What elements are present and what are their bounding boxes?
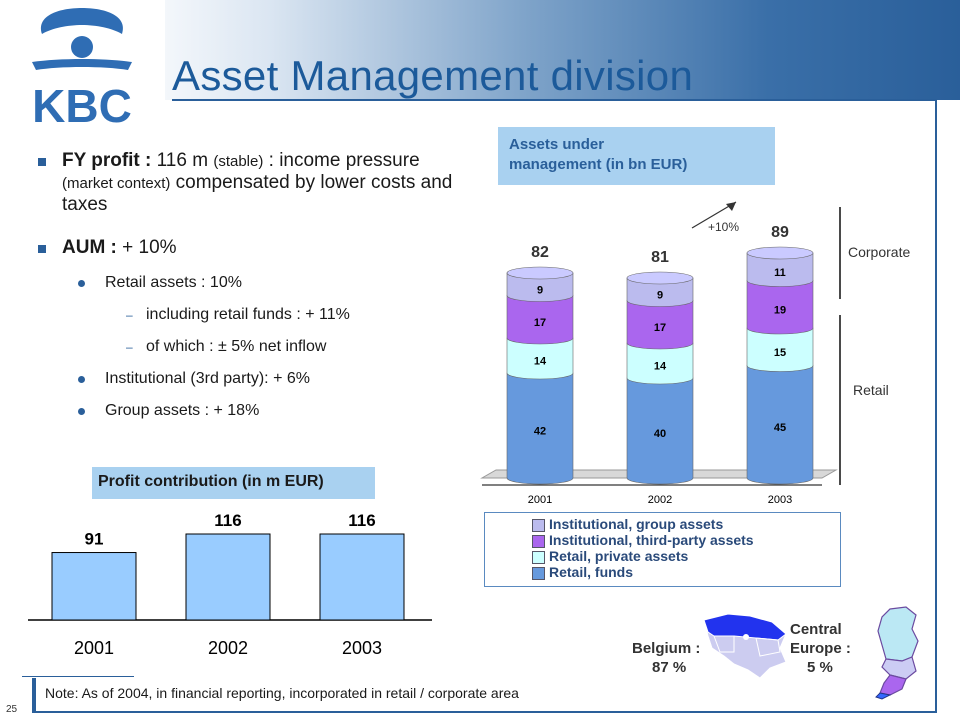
aum-segment	[746, 365, 814, 485]
aum-segment	[626, 300, 694, 350]
aum-category-label: 2003	[768, 494, 792, 506]
aum-total-label: 81	[651, 249, 669, 266]
dash-bullet-icon: –	[126, 340, 133, 354]
aum-segment-label: 9	[657, 289, 663, 301]
profit-chart-title: Profit contribution (in m EUR)	[98, 473, 324, 490]
legend-swatch	[532, 551, 545, 564]
kbc-logo: KBC	[0, 0, 165, 140]
sub-bullet: Retail assets : 10%	[38, 274, 458, 292]
aum-segment-label: 9	[537, 284, 543, 296]
aum-category-label: 2001	[528, 494, 552, 506]
aum-chart-title-line1: Assets under	[509, 136, 605, 153]
legend-swatch	[532, 535, 545, 548]
corporate-bracket	[839, 207, 841, 299]
growth-annotation: +10%	[708, 220, 739, 234]
aum-segment	[506, 337, 574, 380]
aum-segment	[626, 277, 694, 307]
aum-chart-title-line2: management (in bn EUR)	[509, 156, 688, 173]
corporate-label: Corporate	[848, 244, 911, 260]
profit-category-label: 2001	[74, 638, 114, 658]
footnote-separator	[22, 676, 134, 677]
aum-cylinder-cap	[626, 271, 694, 285]
bullet-profit: FY profit : 116 m (stable) : income pres…	[38, 150, 458, 215]
profit-chart: 91 2001 116 2002 116 2003	[28, 511, 432, 658]
belgium-map	[703, 613, 787, 679]
aum-segment	[506, 372, 574, 485]
sub-bullet: Institutional (3rd party): + 6%	[38, 370, 458, 388]
aum-segment-label: 14	[534, 356, 547, 368]
profit-bar	[185, 533, 271, 621]
profit-bar	[319, 533, 405, 621]
aum-segment	[626, 377, 694, 485]
profit-value-label: 116	[348, 511, 375, 530]
svg-text:KBC: KBC	[32, 80, 132, 132]
sub-sub-bullet: – including retail funds : + 11%	[126, 306, 350, 323]
profit-bar	[51, 552, 137, 621]
square-bullet-icon	[38, 245, 46, 253]
aum-segment-label: 17	[534, 317, 546, 329]
sub-sub-bullet: – of which : ± 5% net inflow	[126, 338, 327, 355]
aum-segment	[746, 252, 814, 287]
dash-bullet-icon: –	[126, 308, 133, 322]
retail-bracket	[839, 315, 841, 485]
aum-segment	[746, 280, 814, 335]
aum-total-label: 82	[531, 244, 549, 261]
aum-segment	[506, 272, 574, 302]
aum-segment-label: 19	[774, 304, 786, 316]
legend-swatch	[532, 567, 545, 580]
round-bullet-icon	[78, 376, 85, 383]
belgium-label-line2: 87 %	[652, 659, 687, 676]
aum-segment	[626, 342, 694, 385]
central-europe-label-line2: Europe :	[790, 640, 851, 657]
square-bullet-icon	[38, 158, 46, 166]
aum-segment-label: 40	[654, 428, 666, 440]
aum-category-label: 2002	[648, 494, 672, 506]
page-number: 25	[6, 704, 18, 715]
central-europe-label-line3: 5 %	[807, 659, 833, 676]
central-europe-label-line1: Central	[790, 621, 842, 638]
aum-segment-label: 42	[534, 426, 546, 438]
aum-segment-label: 14	[654, 361, 667, 373]
bullet-list: FY profit : 116 m (stable) : income pres…	[38, 150, 458, 434]
profit-value-label: 116	[214, 511, 241, 530]
aum-chart: 42 14 17 9 82 2001 40 14 17 9 81 2002 45 15 19 11 89 2003…	[480, 201, 838, 506]
aum-segment	[506, 295, 574, 345]
profit-value-label: 91	[85, 530, 104, 549]
bottom-frame-line	[32, 711, 937, 713]
profit-category-label: 2002	[208, 638, 248, 658]
aum-chart-title-box: Assets under management (in bn EUR)	[498, 127, 775, 185]
round-bullet-icon	[78, 408, 85, 415]
aum-segment-label: 11	[774, 267, 786, 279]
aum-segment-label: 45	[774, 422, 786, 434]
title-divider	[172, 99, 937, 101]
profit-category-label: 2003	[342, 638, 382, 658]
footer-accent-bar	[32, 678, 36, 713]
legend-swatch	[532, 519, 545, 532]
footnote: Note: As of 2004, in financial reporting…	[45, 685, 519, 701]
aum-segment-label: 15	[774, 347, 786, 359]
aum-segment-label: 17	[654, 322, 666, 334]
aum-segment	[746, 327, 814, 372]
belgium-label-line1: Belgium :	[632, 640, 701, 657]
aum-total-label: 89	[771, 224, 789, 241]
retail-label: Retail	[853, 382, 889, 398]
bullet-aum: AUM : + 10%	[38, 237, 458, 258]
right-frame-line	[935, 99, 937, 711]
aum-cylinder-cap	[506, 266, 574, 280]
aum-cylinder-cap	[746, 246, 814, 260]
central-europe-map	[875, 606, 919, 700]
page-title: Asset Management division	[172, 52, 694, 99]
sub-bullet: Group assets : + 18%	[38, 402, 458, 420]
round-bullet-icon	[78, 280, 85, 287]
aum-legend: Institutional, group assets Institutiona…	[484, 512, 841, 587]
profit-chart-title-box: Profit contribution (in m EUR)	[92, 467, 375, 499]
growth-arrow-head	[726, 202, 736, 211]
